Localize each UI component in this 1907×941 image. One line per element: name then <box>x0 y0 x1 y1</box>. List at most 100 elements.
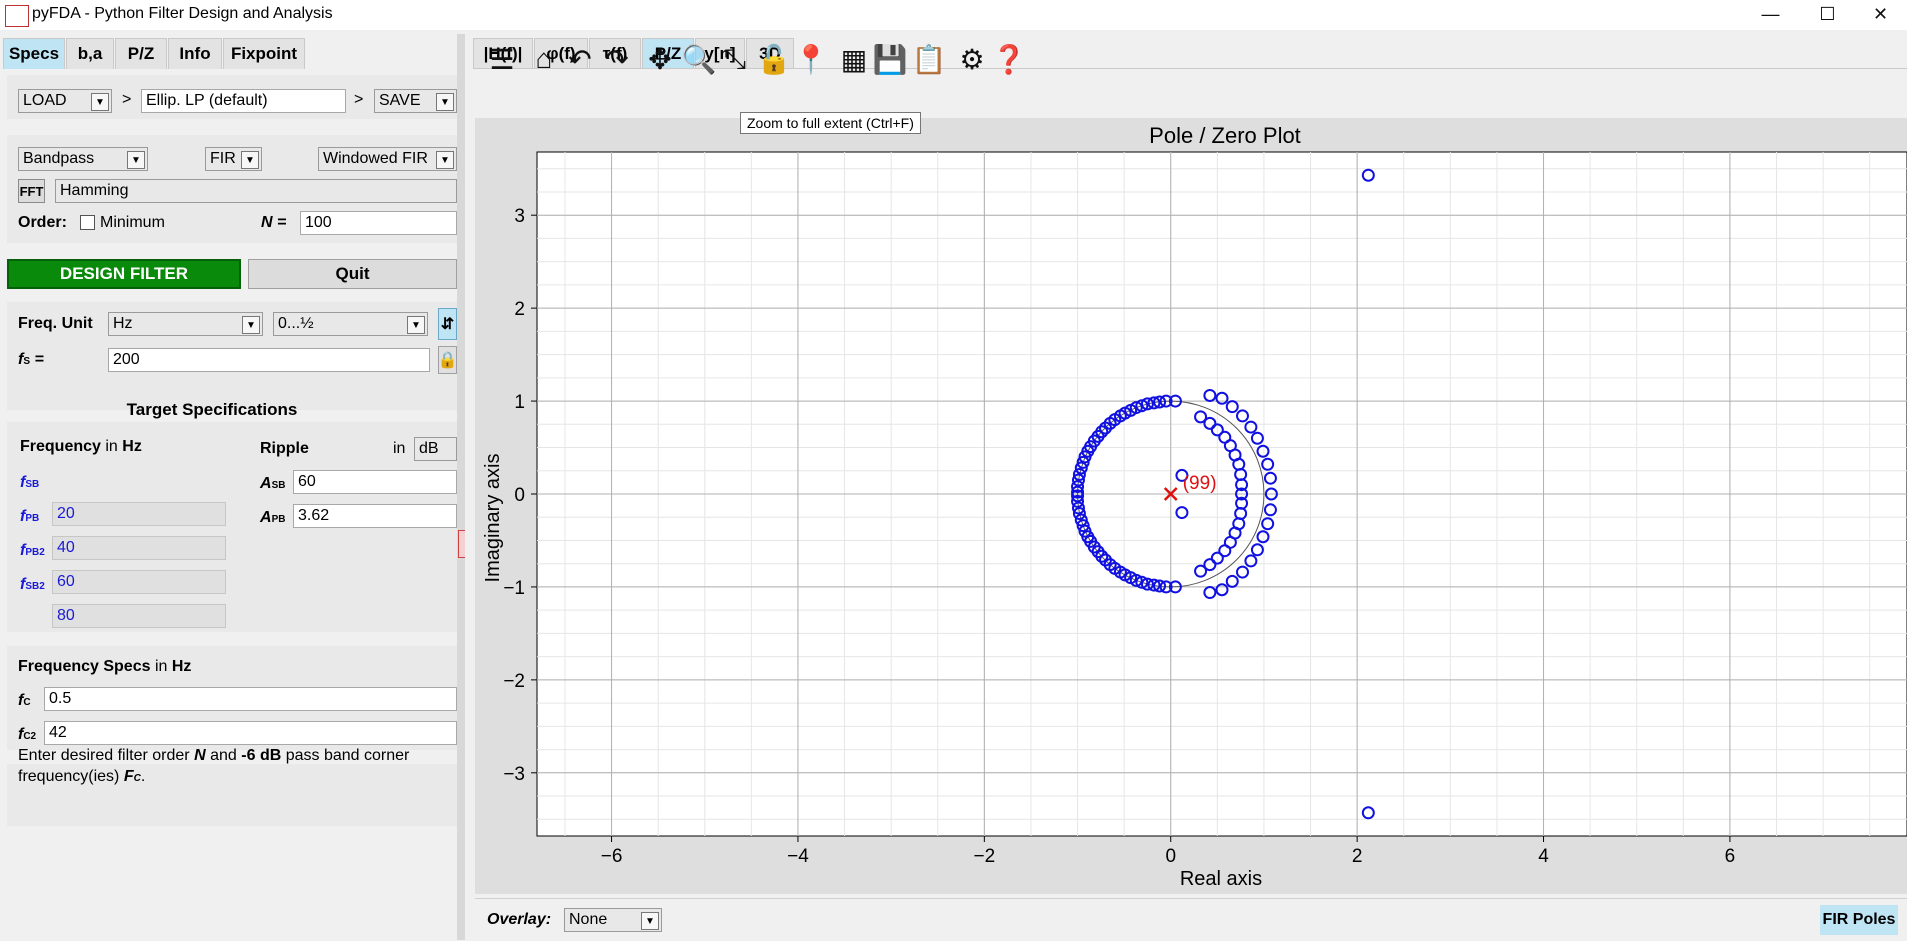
maximize-button[interactable]: ☐ <box>1819 3 1836 24</box>
save-icon[interactable]: 💾 <box>872 43 908 75</box>
zero-marker <box>1218 544 1232 558</box>
splitter-handle[interactable] <box>457 34 466 940</box>
tab-pz[interactable]: P/Z <box>115 38 167 69</box>
zoom-full-icon[interactable]: ⤡ <box>723 42 747 74</box>
zero-marker <box>1076 519 1090 533</box>
zero-marker <box>1361 168 1375 182</box>
plot-area[interactable]: Pole / Zero Plot −6 −4 −2 0 2 4 6 −3 −2 −1 0 1 2 3 (99… <box>475 118 1907 894</box>
order-n-field[interactable]: 100 <box>300 211 457 235</box>
info-text-db: -6 dB <box>241 747 282 764</box>
chevron-down-icon: ▼ <box>241 151 259 169</box>
response-type-combo[interactable]: Bandpass ▼ <box>18 147 148 171</box>
apb-field[interactable]: 3.62 <box>293 504 457 528</box>
zero-marker <box>1244 554 1258 568</box>
y-tick-label: 3 <box>514 206 525 227</box>
zoom-tooltip: Zoom to full extent (Ctrl+F) <box>740 112 921 134</box>
settings-icon[interactable]: ⚙ <box>959 43 985 75</box>
pole-zero-plot[interactable]: Pole / Zero Plot −6 −4 −2 0 2 4 6 −3 −2 −1 0 1 2 3 (99… <box>475 118 1907 894</box>
response-type-value: Bandpass <box>23 150 95 167</box>
ripple-unit-combo[interactable]: dB <box>414 437 457 461</box>
clipboard-icon[interactable]: 📋 <box>911 43 947 75</box>
info-text: Enter desired filter order N and -6 dB p… <box>18 745 448 789</box>
fpb-field[interactable]: 40 <box>52 536 226 560</box>
y-tick-label: 1 <box>514 392 525 413</box>
overlay-combo[interactable]: None ▼ <box>564 908 662 932</box>
freq-unit-combo[interactable]: Hz ▼ <box>108 312 263 336</box>
fpb2-symbol: f <box>20 542 26 559</box>
zero-marker <box>1194 410 1208 424</box>
fsb2-label: fSB2 <box>20 576 45 594</box>
window-value: Hamming <box>60 182 129 199</box>
zero-marker <box>1256 444 1270 458</box>
design-filter-button[interactable]: DESIGN FILTER <box>7 259 241 289</box>
tab-group-delay[interactable]: τ(f) <box>589 38 641 69</box>
app-icon <box>5 5 29 27</box>
zero-marker <box>1074 461 1088 475</box>
home-icon[interactable]: ⌂ <box>535 43 553 74</box>
fpb-sub: PB <box>25 513 40 524</box>
window-combo[interactable]: Hamming <box>55 179 457 203</box>
tab-impulse[interactable]: y[n] <box>695 38 745 69</box>
load-combo[interactable]: LOAD ▼ <box>18 89 112 113</box>
zero-marker <box>1175 506 1189 520</box>
quit-button[interactable]: Quit <box>248 259 457 289</box>
sort-icon[interactable]: ⇵ <box>438 308 457 340</box>
apb-symbol: A <box>260 509 272 526</box>
close-button[interactable]: ✕ <box>1872 3 1889 24</box>
fc2-symbol: f <box>18 726 24 743</box>
zero-marker <box>1168 580 1182 594</box>
zero-marker <box>1071 489 1085 503</box>
lock-icon[interactable]: 🔓 <box>756 43 792 75</box>
menu-icon[interactable]: ☰ <box>489 43 515 75</box>
fpb-symbol: f <box>20 508 26 525</box>
fsb-field[interactable]: 20 <box>52 502 226 526</box>
tab-specs[interactable]: Specs <box>3 38 65 69</box>
fpb2-field[interactable]: 60 <box>52 570 226 594</box>
fft-button[interactable]: FFT <box>18 179 45 203</box>
minimum-checkbox[interactable] <box>80 215 95 230</box>
zero-marker <box>1135 399 1149 413</box>
filter-class-combo[interactable]: FIR ▼ <box>205 147 262 171</box>
redo-icon[interactable]: ↷ <box>605 43 629 75</box>
freq-range-combo[interactable]: 0...½ ▼ <box>273 312 428 336</box>
tab-pole-zero[interactable]: P/Z <box>642 38 694 69</box>
design-method-combo[interactable]: Windowed FIR ▼ <box>318 147 457 171</box>
freq-header-text: Frequency <box>20 438 101 455</box>
zero-marker <box>1236 565 1250 579</box>
window-title: pyFDA - Python Filter Design and Analysi… <box>32 5 333 22</box>
help-icon[interactable]: ❓ <box>991 43 1027 75</box>
zero-marker <box>1078 450 1092 464</box>
undo-icon[interactable]: ↶ <box>568 43 592 75</box>
fpb2-sub: PB2 <box>25 547 45 558</box>
tab-ba[interactable]: b,a <box>66 38 114 69</box>
tab-phase[interactable]: φ(f) <box>534 38 588 69</box>
tab-fixpoint[interactable]: Fixpoint <box>223 38 305 69</box>
zero-marker <box>1263 503 1277 517</box>
zero-marker <box>1147 396 1161 410</box>
zero-marker <box>1153 579 1167 593</box>
title-bar: pyFDA - Python Filter Design and Analysi… <box>0 0 1907 30</box>
zero-marker <box>1250 431 1264 445</box>
overlay-value: None <box>569 911 608 928</box>
filter-name-field[interactable]: Ellip. LP (default) <box>141 89 346 113</box>
marker-icon[interactable]: 📍 <box>793 43 829 75</box>
fir-poles-button[interactable]: FIR Poles <box>1820 905 1898 935</box>
zoom-icon[interactable]: 🔍 <box>681 43 717 75</box>
fsb2-field[interactable]: 80 <box>52 604 226 628</box>
minimize-button[interactable]: — <box>1761 3 1780 24</box>
chevron-down-icon: ▼ <box>641 912 659 930</box>
fc2-field[interactable]: 42 <box>44 721 457 745</box>
tab-magnitude[interactable]: |H(f)| <box>473 38 533 69</box>
lock-icon[interactable]: 🔒 <box>438 346 457 374</box>
pan-icon[interactable]: ✥ <box>648 43 672 75</box>
tab-info[interactable]: Info <box>168 38 222 69</box>
fc-field[interactable]: 0.5 <box>44 687 457 711</box>
asb-field[interactable]: 60 <box>293 470 457 494</box>
freq-unit-label: Freq. Unit <box>18 315 93 332</box>
pole-multiplicity-label: (99) <box>1183 473 1217 494</box>
save-combo[interactable]: SAVE ▼ <box>374 89 457 113</box>
tab-3d[interactable]: 3D <box>746 38 794 69</box>
fs-field[interactable]: 200 <box>108 348 430 372</box>
zero-marker <box>1095 549 1109 563</box>
grid-icon[interactable]: ▦ <box>840 43 868 75</box>
